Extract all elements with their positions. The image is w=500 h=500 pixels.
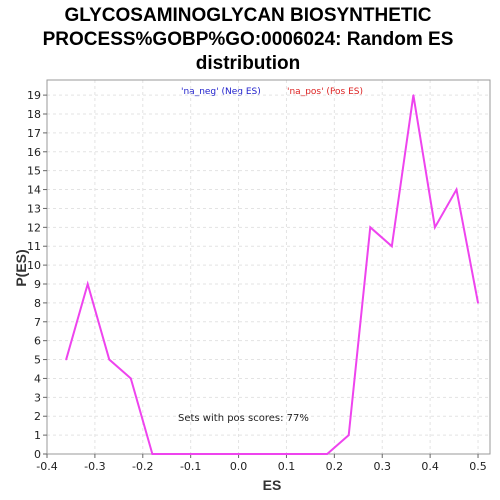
data-point (173, 453, 175, 455)
y-tick-label: 12 (27, 221, 41, 234)
data-point (412, 94, 415, 96)
y-tick-label: 8 (34, 297, 41, 310)
data-point (151, 453, 154, 455)
chart-title: GLYCOSAMINOGLYCAN BIOSYNTHETIC PROCESS%G… (43, 5, 454, 74)
y-tick-label: 3 (34, 391, 41, 404)
legend-entry-neg: 'na_neg' (Neg ES) (181, 87, 261, 97)
y-tick-label: 5 (34, 354, 41, 367)
grid (46, 80, 490, 455)
x-axis: -0.4 -0.3 -0.2 -0.1 0.0 0.1 0.2 0.3 0.4 0.5 (36, 454, 487, 473)
y-tick-label: 0 (34, 448, 41, 461)
x-tick-label: 0.3 (373, 460, 391, 473)
y-tick-label: 2 (34, 410, 41, 423)
y-tick-label: 11 (27, 240, 41, 253)
y-tick-label: 18 (27, 108, 41, 121)
legend: 'na_neg' (Neg ES) 'na_pos' (Pos ES) (181, 87, 363, 97)
data-point (108, 358, 111, 361)
legend-entry-pos: 'na_pos' (Pos ES) (287, 87, 363, 97)
y-tick-label: 6 (34, 335, 41, 348)
y-tick-label: 17 (27, 127, 41, 140)
data-point (455, 188, 458, 191)
y-tick-label: 13 (27, 202, 41, 215)
series-layer (65, 94, 480, 455)
x-tick-label: 0.4 (421, 460, 439, 473)
data-point (369, 226, 372, 229)
x-tick-label: -0.3 (84, 460, 105, 473)
data-point (347, 434, 350, 436)
data-point (477, 302, 479, 304)
data-point (86, 283, 89, 285)
y-tick-label: 4 (34, 372, 41, 385)
x-tick-label: -0.4 (36, 460, 57, 473)
data-point (259, 453, 261, 455)
y-tick-label: 14 (27, 184, 41, 197)
data-point (237, 453, 240, 455)
chart-title-line-3: distribution (196, 53, 300, 74)
x-tick-label: 0.1 (278, 460, 296, 473)
x-tick-label: 0.2 (326, 460, 344, 473)
y-tick-label: 10 (27, 259, 41, 272)
data-point (216, 453, 218, 455)
y-axis-label: P(ES) (13, 249, 29, 286)
y-tick-label: 19 (27, 89, 41, 102)
data-point (326, 453, 328, 455)
data-point (391, 245, 393, 248)
y-tick-label: 16 (27, 146, 41, 159)
x-tick-label: 0.5 (469, 460, 487, 473)
x-axis-label: ES (263, 477, 282, 493)
plot-area (46, 79, 491, 455)
data-point (194, 453, 197, 455)
data-point (302, 453, 305, 455)
data-point (130, 377, 132, 380)
chart-title-line-1: GLYCOSAMINOGLYCAN BIOSYNTHETIC (64, 5, 431, 26)
chart-title-line-2: PROCESS%GOBP%GO:0006024: Random ES (43, 29, 454, 50)
data-point (434, 226, 436, 229)
x-tick-label: -0.1 (180, 460, 201, 473)
y-tick-label: 15 (27, 165, 41, 178)
y-tick-label: 1 (34, 429, 41, 442)
x-tick-label: -0.2 (132, 460, 153, 473)
data-point (65, 358, 67, 361)
series-line (65, 94, 480, 455)
data-point (280, 453, 283, 455)
y-tick-label: 9 (34, 278, 41, 291)
annotation: Sets with pos scores: 77% (178, 413, 309, 424)
y-tick-label: 7 (34, 316, 41, 329)
x-tick-label: 0.0 (230, 460, 248, 473)
